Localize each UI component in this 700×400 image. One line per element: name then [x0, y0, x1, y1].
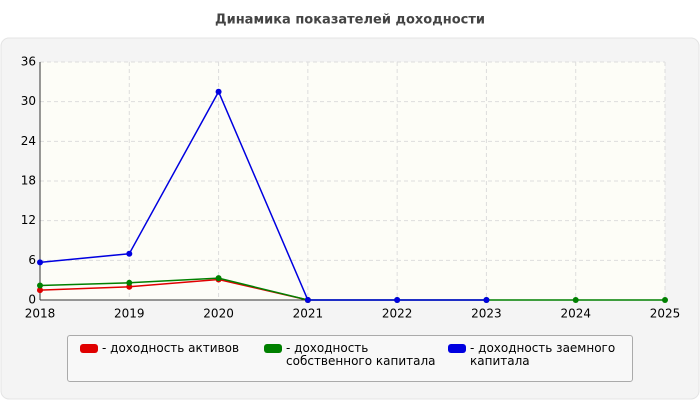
legend-item: - доходность собственного капитала: [264, 342, 448, 381]
chart-title: Динамика показателей доходности: [215, 13, 485, 28]
x-tick-label: 2021: [293, 307, 324, 321]
x-tick-label: 2020: [203, 307, 234, 321]
point: [304, 297, 311, 303]
legend-item: - доходность заемного капитала: [448, 342, 632, 381]
legend-label: - доходность активов: [102, 341, 240, 355]
point: [394, 297, 401, 303]
point: [215, 88, 222, 95]
y-tick-label: 12: [21, 213, 36, 227]
legend-swatch: [264, 344, 282, 353]
legend-label: - доходность собственного капитала: [286, 341, 436, 368]
point: [483, 297, 490, 303]
point: [572, 297, 579, 303]
x-tick-label: 2025: [650, 307, 681, 321]
y-tick-label: 30: [21, 94, 36, 108]
point: [37, 282, 43, 289]
x-tick-label: 2024: [560, 307, 591, 321]
y-tick-label: 18: [21, 174, 36, 188]
point: [37, 259, 43, 266]
point: [126, 250, 133, 257]
point: [126, 279, 133, 286]
legend-label: - доходность заемного капитала: [470, 341, 616, 368]
x-tick-label: 2023: [471, 307, 502, 321]
point: [37, 287, 43, 294]
legend-item: - доходность активов: [80, 342, 264, 381]
legend: - доходность активов - доходность собстве…: [67, 335, 633, 382]
y-tick-label: 6: [28, 253, 36, 267]
point: [215, 275, 222, 282]
y-tick-label: 0: [28, 293, 36, 307]
y-tick-label: 36: [21, 55, 36, 69]
x-tick-label: 2019: [114, 307, 145, 321]
series-line: [39, 90, 487, 301]
legend-swatch: [448, 344, 466, 353]
x-tick-label: 2018: [25, 307, 56, 321]
x-tick-label: 2022: [382, 307, 413, 321]
y-tick-label: 24: [21, 134, 36, 148]
legend-swatch: [80, 344, 98, 353]
point: [662, 297, 668, 303]
